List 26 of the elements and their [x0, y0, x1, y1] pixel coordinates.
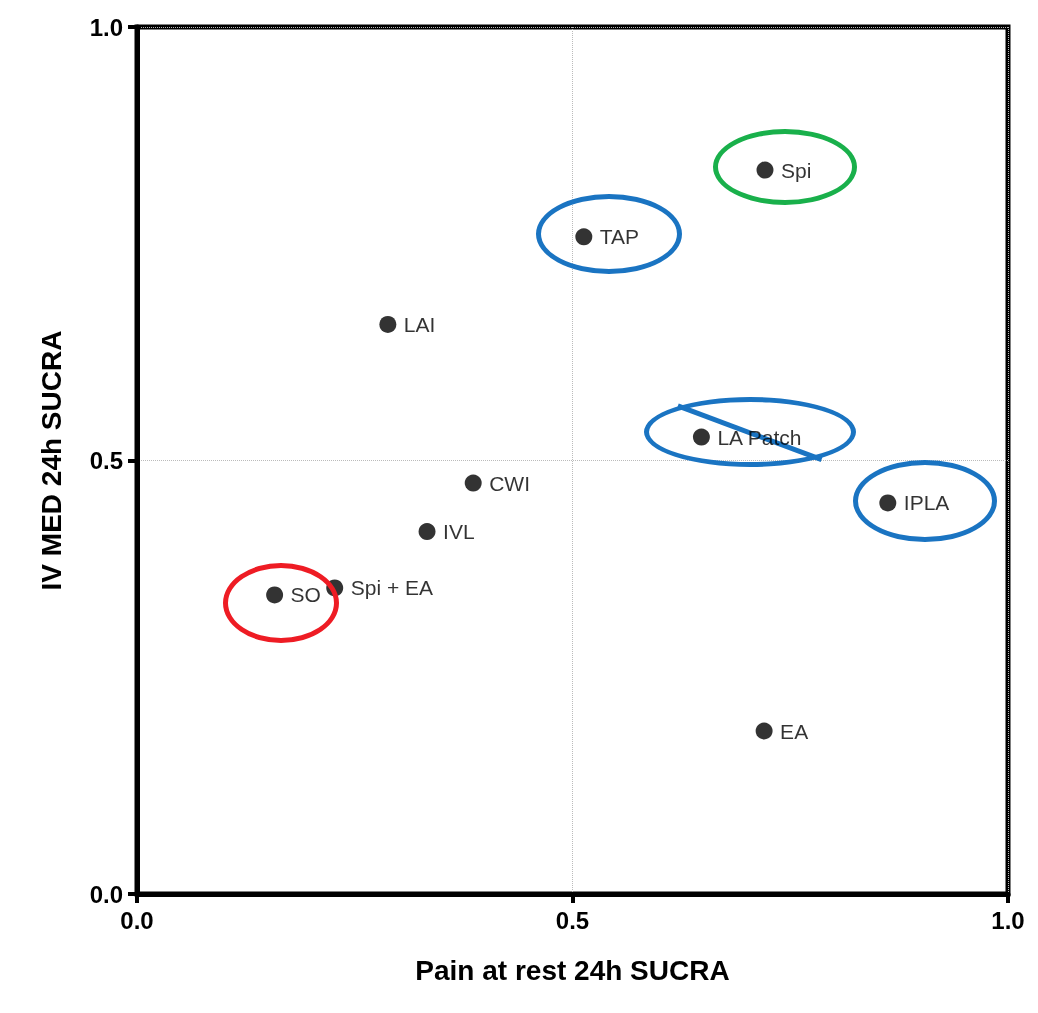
- x-tick-label: 1.0: [991, 906, 1025, 934]
- point: [575, 228, 593, 246]
- point: [879, 494, 897, 512]
- annotation: CWI: [489, 471, 531, 495]
- annotation: TAP: [599, 225, 640, 249]
- x-axis-title: Pain at rest 24h SUCRA: [415, 954, 730, 986]
- annotation: Spi + EA: [350, 576, 434, 600]
- y-tick-label: 0.5: [89, 447, 123, 474]
- annotation: IVL: [443, 520, 475, 544]
- y-tick-label: 0.0: [89, 880, 123, 908]
- annotation: IPLA: [903, 491, 950, 515]
- y-axis-title: IV MED 24h SUCRA: [35, 330, 67, 591]
- annotation: LAI: [403, 312, 436, 336]
- point: [418, 523, 436, 541]
- point: [756, 161, 774, 179]
- annotation: EA: [780, 719, 809, 743]
- annotation: Spi: [780, 158, 812, 182]
- point: [692, 428, 710, 446]
- point: [266, 586, 284, 604]
- x-tick-label: 0.5: [555, 906, 590, 934]
- point: [755, 722, 773, 740]
- point: [379, 315, 397, 333]
- y-tick-label: 1.0: [89, 13, 123, 41]
- point: [464, 474, 482, 492]
- annotation: SO: [290, 583, 321, 607]
- x-tick-label: 0.0: [120, 906, 154, 934]
